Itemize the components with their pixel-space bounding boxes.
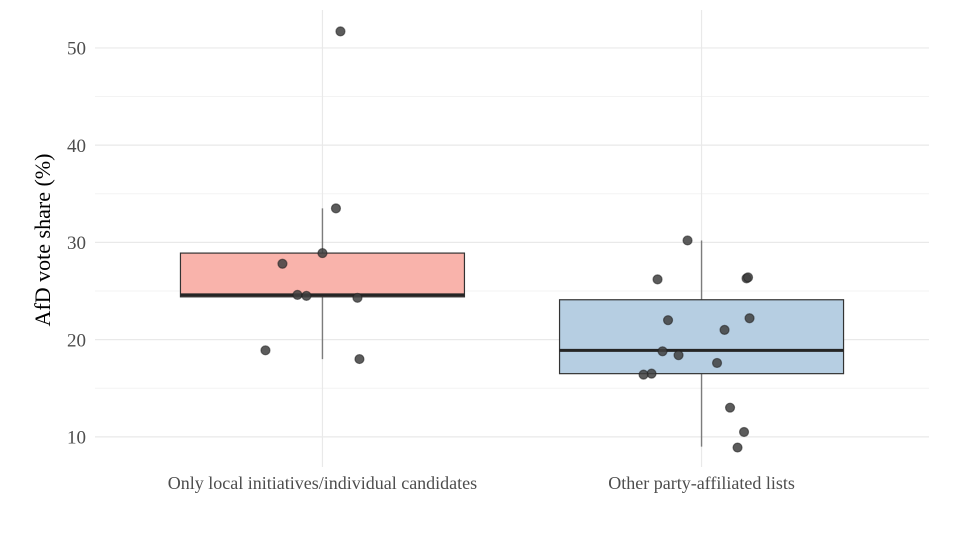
- y-axis-title: AfD vote share (%): [30, 154, 55, 327]
- x-tick-label: Only local initiatives/individual candid…: [168, 473, 477, 493]
- boxplot-box: [558, 299, 845, 375]
- y-tick-label: 30: [67, 233, 86, 254]
- jitter-point: [711, 357, 723, 369]
- jitter-point: [673, 350, 684, 361]
- jitter-point: [260, 345, 271, 356]
- grid-layer: [95, 10, 929, 467]
- jitter-point: [292, 289, 303, 300]
- jitter-point: [652, 274, 663, 285]
- y-tick-label: 40: [67, 136, 86, 157]
- jitter-point: [732, 442, 743, 453]
- jitter-point: [738, 426, 750, 438]
- x-tick-label: Other party-affiliated lists: [608, 473, 795, 493]
- jitter-point: [657, 346, 668, 357]
- jitter-point: [662, 315, 674, 326]
- axis-layer: 10 20 30 40 50 Only local initiatives/individ…: [67, 39, 795, 493]
- jitter-point: [352, 292, 363, 303]
- y-tick-label: 20: [67, 330, 86, 351]
- y-tick-label: 50: [67, 39, 86, 60]
- jitter-point: [277, 258, 288, 269]
- jitter-point: [301, 290, 312, 301]
- jitter-point: [638, 369, 649, 380]
- jitter-point: [335, 26, 346, 37]
- jitter-point: [744, 313, 755, 324]
- jitter-point: [317, 247, 328, 259]
- jitter-point: [354, 353, 365, 365]
- boxplot-box: [179, 252, 466, 298]
- jitter-point: [682, 235, 693, 246]
- jitter-point: [742, 272, 754, 283]
- jitter-point: [719, 324, 730, 335]
- plot-layer: [179, 26, 845, 453]
- jitter-point: [724, 402, 736, 413]
- y-tick-label: 10: [67, 428, 86, 449]
- jitter-point: [330, 203, 342, 214]
